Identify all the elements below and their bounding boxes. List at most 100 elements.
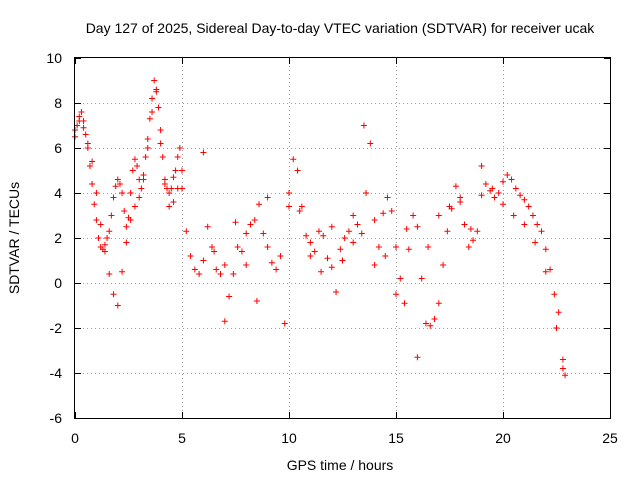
data-point (114, 176, 121, 183)
data-point (290, 156, 297, 163)
x-tick-label: 5 (178, 430, 186, 446)
data-point (324, 255, 331, 262)
data-point (360, 122, 367, 129)
data-point (221, 262, 228, 268)
data-point (131, 156, 138, 163)
data-point (339, 257, 346, 264)
data-point (89, 181, 96, 187)
data-point (446, 203, 453, 210)
data-point (84, 140, 91, 147)
data-point (440, 262, 447, 268)
data-point (422, 320, 429, 327)
data-point (157, 140, 164, 147)
data-point (264, 194, 271, 201)
data-point (307, 239, 314, 246)
data-point (196, 271, 203, 277)
data-point (410, 212, 417, 219)
y-tick-label: -4 (50, 365, 63, 381)
data-point (159, 154, 166, 160)
data-point (286, 190, 292, 196)
data-point (307, 253, 314, 259)
data-point (465, 244, 472, 250)
data-point (110, 194, 117, 201)
data-point (176, 145, 183, 151)
data-point (256, 201, 263, 208)
data-point (414, 223, 421, 230)
data-point (382, 253, 389, 259)
data-point (136, 194, 143, 201)
data-point (562, 372, 569, 379)
data-point (172, 167, 179, 174)
data-point (116, 181, 123, 187)
data-point (108, 212, 115, 219)
data-point (474, 228, 481, 235)
data-point (251, 217, 258, 223)
data-point (393, 291, 399, 298)
y-tick-label: 6 (54, 140, 62, 156)
data-point (149, 109, 156, 115)
data-point (170, 174, 177, 181)
data-point (121, 208, 128, 214)
data-point (470, 237, 477, 244)
data-point (504, 172, 511, 178)
x-tick-labels: 0 5 10 15 20 25 (71, 430, 618, 446)
data-point (91, 201, 98, 208)
data-point (134, 163, 141, 169)
data-point (427, 322, 434, 329)
data-point (405, 246, 412, 253)
y-tick-label: 4 (54, 185, 62, 201)
data-point (166, 203, 173, 210)
data-point (500, 201, 506, 208)
data-point (131, 203, 138, 210)
data-point (112, 183, 119, 190)
x-tick-label: 10 (281, 430, 297, 446)
data-point (277, 253, 284, 259)
data-point (555, 309, 562, 316)
data-point (166, 190, 173, 196)
data-point (521, 196, 528, 203)
data-point (200, 149, 207, 156)
data-point (495, 190, 502, 196)
data-point (106, 271, 113, 277)
data-point (168, 185, 175, 192)
data-point (146, 115, 153, 122)
data-point (281, 320, 288, 327)
y-tick-label: 2 (54, 230, 62, 246)
data-point (350, 212, 357, 219)
data-point (559, 356, 566, 363)
data-point (354, 221, 361, 228)
data-point (106, 228, 113, 235)
data-point (403, 226, 410, 232)
data-point (95, 235, 102, 241)
data-point (153, 88, 160, 95)
data-point (144, 145, 151, 151)
data-point (157, 127, 164, 133)
y-axis-label: SDTVAR / TECUs (6, 182, 22, 294)
x-tick-label: 25 (602, 430, 618, 446)
data-point (101, 241, 108, 248)
data-point (393, 244, 399, 250)
data-point (123, 239, 130, 246)
data-point (461, 221, 468, 228)
data-point (104, 235, 111, 241)
data-point (142, 154, 149, 160)
data-point (328, 223, 335, 230)
data-point (534, 221, 541, 228)
data-point (97, 221, 104, 228)
data-point (232, 219, 239, 226)
data-point (179, 167, 185, 174)
data-point (101, 248, 108, 255)
data-point (478, 192, 485, 199)
data-point (119, 190, 126, 196)
y-tick-label: 10 (46, 50, 62, 66)
data-point (491, 194, 498, 201)
data-point (200, 257, 207, 264)
data-point (452, 183, 459, 190)
data-point (559, 365, 566, 372)
data-point (93, 190, 100, 196)
data-point (211, 248, 218, 255)
data-point (86, 163, 93, 169)
data-point (431, 316, 438, 322)
data-point (320, 232, 327, 239)
